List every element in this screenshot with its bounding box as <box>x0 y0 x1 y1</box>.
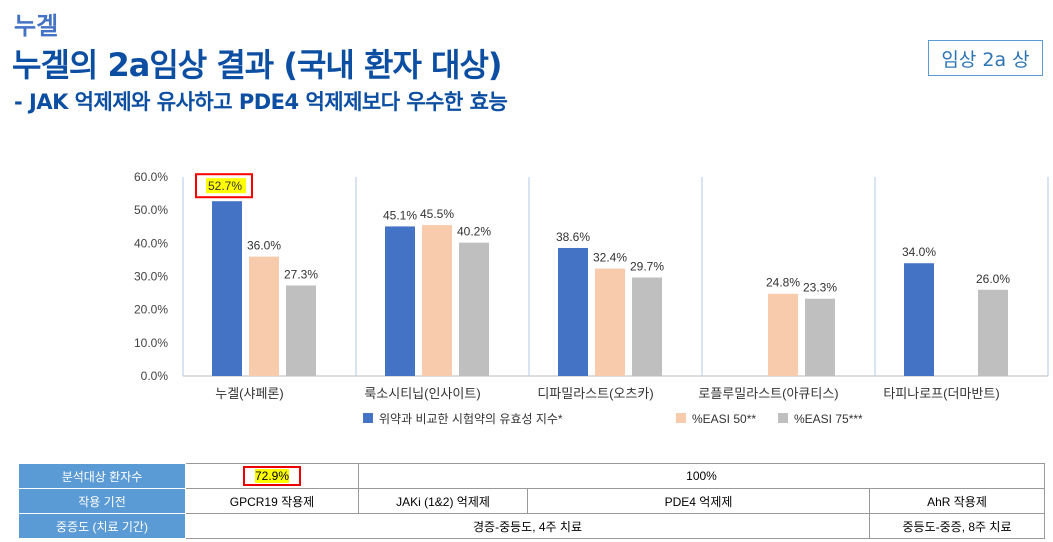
highlight-box: 72.9% <box>242 466 302 486</box>
data-label: 36.0% <box>247 239 281 253</box>
bar <box>595 268 625 376</box>
table-row: 중증도 (치료 기간) 경증-중등도, 4주 치료 중등도-중증, 8주 치료 <box>18 513 1045 539</box>
table-cell: 100% <box>358 463 1045 489</box>
legend-label: %EASI 50** <box>692 412 756 426</box>
data-label: 38.6% <box>556 230 590 244</box>
row-header: 중증도 (치료 기간) <box>18 513 186 539</box>
table-cell: 경증-중등도, 4주 치료 <box>185 513 870 539</box>
category-label: 타피나로프(더마반트) <box>883 386 999 401</box>
legend-label: %EASI 75*** <box>794 412 863 426</box>
bar <box>385 226 415 376</box>
legend-swatch <box>363 413 373 423</box>
table-cell: 72.9% <box>185 463 359 489</box>
data-label: 40.2% <box>457 225 491 239</box>
bar <box>805 298 835 376</box>
data-label: 29.7% <box>630 259 664 273</box>
highlight-fill <box>206 178 246 194</box>
bar <box>904 263 934 376</box>
table-row: 작용 기전 GPCR19 작용제 JAKi (1&2) 억제제 PDE4 억제제… <box>18 488 1045 514</box>
y-tick-label: 50.0% <box>134 203 168 217</box>
table-cell: GPCR19 작용제 <box>185 488 359 514</box>
y-tick-label: 10.0% <box>134 336 168 350</box>
bar <box>459 242 489 376</box>
table-cell: PDE4 억제제 <box>527 488 870 514</box>
phase-badge: 임상 2a 상 <box>928 40 1043 76</box>
table-cell: JAKi (1&2) 억제제 <box>358 488 528 514</box>
brand-label: 누겔 <box>14 12 59 40</box>
y-tick-label: 40.0% <box>134 236 168 250</box>
page-subtitle: - JAK 억제제와 유사하고 PDE4 억제제보다 우수한 효능 <box>14 90 508 114</box>
legend-swatch <box>778 413 788 423</box>
data-label: 45.5% <box>420 207 454 221</box>
highlight-box <box>195 173 253 199</box>
data-label: 23.3% <box>803 281 837 295</box>
y-tick-label: 30.0% <box>134 270 168 284</box>
y-tick-label: 0.0% <box>141 369 169 383</box>
category-label: 누겔(샤페론) <box>215 386 283 401</box>
table-row: 분석대상 환자수 72.9% 100% <box>18 463 1045 489</box>
legend-swatch <box>676 413 686 423</box>
bar <box>286 285 316 376</box>
bar <box>978 289 1008 376</box>
category-label: 디파밀라스트(오츠카) <box>537 386 653 401</box>
bar-chart: 0.0% 10.0% 20.0% 30.0% 40.0% 50.0% 60.0% 누겔(샤페론… <box>134 170 1049 426</box>
row-header: 작용 기전 <box>18 488 186 514</box>
y-tick-label: 20.0% <box>134 303 168 317</box>
data-label: 27.3% <box>284 267 318 281</box>
comparison-table: 분석대상 환자수 72.9% 100% 작용 기전 GPCR19 작용제 JAK… <box>18 463 1045 539</box>
page-title: 누겔의 2a임상 결과 (국내 환자 대상) <box>12 46 503 84</box>
category-label: 룩소시티닙(인사이트) <box>364 386 480 401</box>
legend-label: 위약과 비교한 시험약의 유효성 지수* <box>379 411 563 426</box>
table-cell: AhR 작용제 <box>869 488 1045 514</box>
category-label: 로플루밀라스트(아큐티스) <box>698 386 838 401</box>
data-label: 26.0% <box>976 272 1010 286</box>
data-label: 24.8% <box>766 276 800 290</box>
bar <box>768 293 798 376</box>
bar <box>558 247 588 376</box>
y-tick-label: 60.0% <box>134 170 168 184</box>
row-header: 분석대상 환자수 <box>18 463 186 489</box>
data-label: 45.1% <box>383 208 417 222</box>
data-label: 34.0% <box>902 245 936 259</box>
bar <box>212 201 242 376</box>
bar <box>632 277 662 376</box>
bar <box>422 225 452 376</box>
table-cell: 중등도-중증, 8주 치료 <box>869 513 1045 539</box>
data-label: 52.7% <box>208 179 242 193</box>
bar <box>249 256 279 376</box>
data-label: 32.4% <box>593 251 627 265</box>
